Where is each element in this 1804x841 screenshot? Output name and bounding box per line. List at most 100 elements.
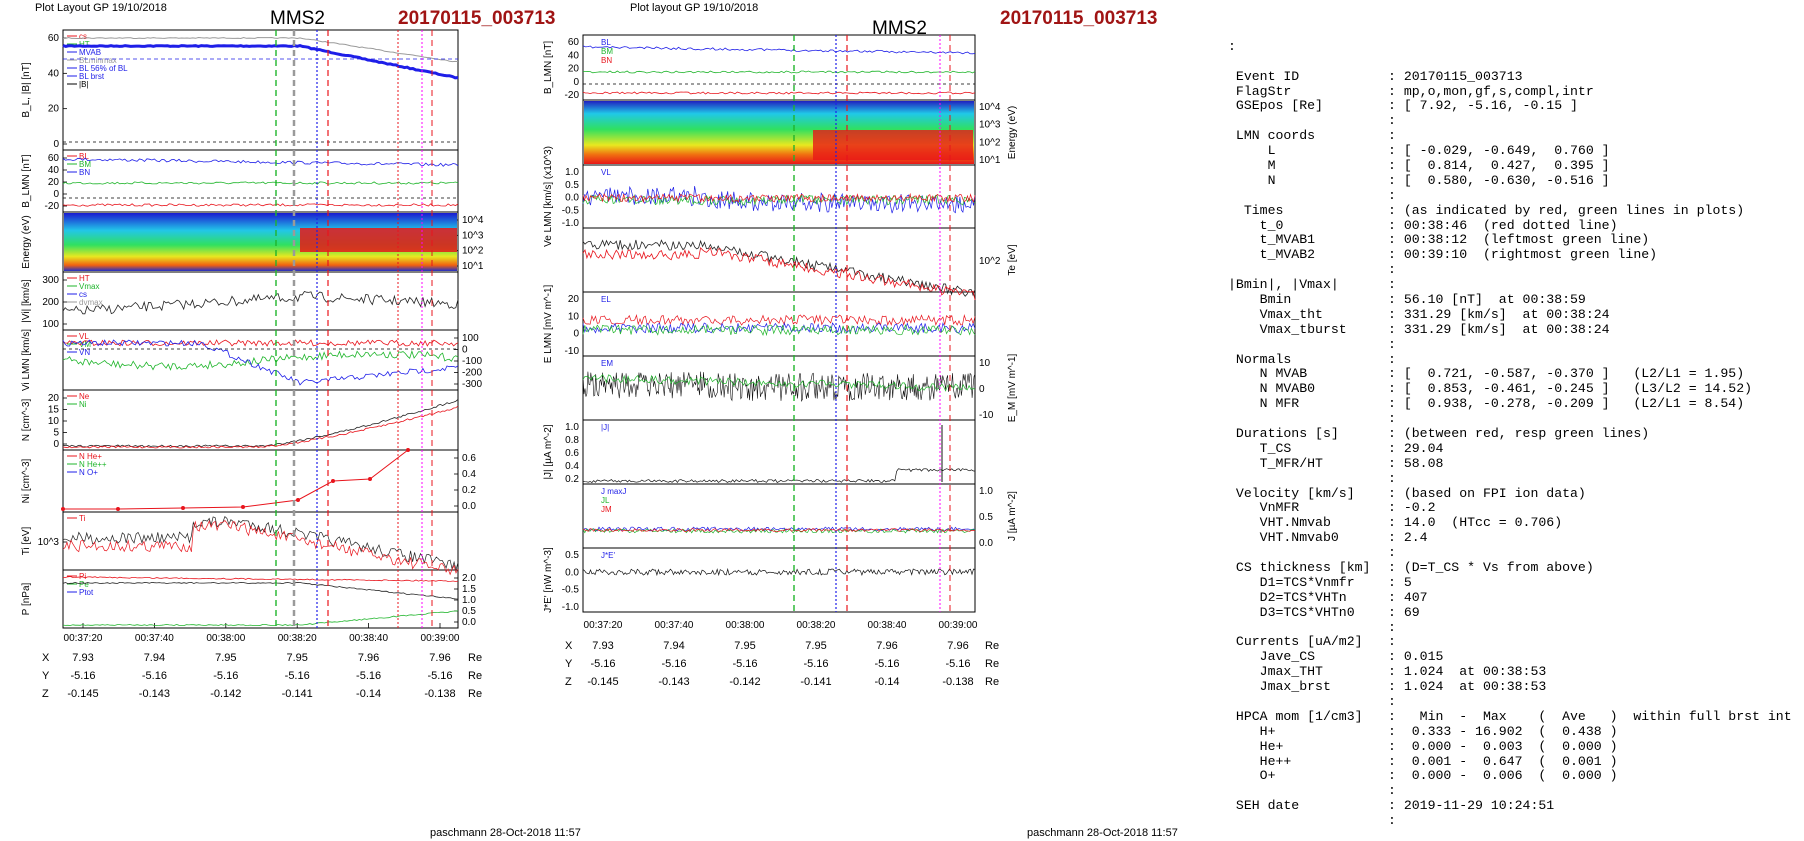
position-unit: Re [985,640,999,652]
y-tick-label: 0.5 [565,550,579,561]
position-value: 7.94 [663,640,684,652]
ti-line [582,246,976,301]
info-row: LMN coords: [1228,128,1792,144]
bm-comp-line [62,181,459,185]
x-tick-label: 00:37:20 [64,633,103,644]
x-tick-label: 00:38:20 [278,633,317,644]
x-tick-label: 00:37:40 [655,620,694,631]
y-tick-label: 10^3 [462,230,484,241]
panel-frame [582,483,976,549]
position-value: -5.16 [142,670,167,682]
x-tick-label: 00:38:40 [349,633,388,644]
y-tick-label: 100 [42,319,59,330]
info-key: LMN coords [1228,128,1316,144]
position-value: -5.16 [661,658,686,670]
info-key: Currents [uA/m2] [1228,634,1363,650]
info-value: : mp,o,mon,gf,s,compl,intr [1388,83,1594,99]
y-tick-label: 10^3 [38,537,60,548]
legend-label: Pi [79,572,86,581]
legend-label: |J| [601,423,609,432]
position-value: -0.14 [356,688,381,700]
legend-label: HT [79,274,90,283]
info-value: : 00:39:10 (rightmost green line) [1388,247,1658,263]
info-key: |Bmin|, |Vmax| [1228,277,1339,293]
y-tick-label: 10 [568,311,580,322]
info-value: : [1388,634,1396,650]
info-key: D1=TCS*Vnmfr [1228,574,1355,590]
position-unit: Re [985,676,999,688]
x-tick-label: 00:37:20 [584,620,623,631]
y-tick-label: 0.4 [462,469,476,480]
el-line [582,314,976,327]
position-unit: Re [985,658,999,670]
y-tick-label: 0.0 [462,617,476,628]
y-tick-label: 20 [48,104,60,115]
info-value: : [1388,783,1396,799]
info-value: : [ 0.938, -0.278, -0.209 ] (L2/L1 = 8.5… [1388,396,1745,412]
em-green-line [582,374,976,392]
info-key: SEH date [1228,798,1300,814]
y-tick-label: 0.8 [565,435,579,446]
info-value: : [1388,545,1396,561]
legend-label: BL 56% of BL [79,64,128,73]
panel-ylabel: Ni [cm^-3] [21,458,32,503]
panel-frame [582,547,976,613]
info-value: : (as indicated by red, green lines in p… [1388,202,1745,218]
right-spacecraft-label: MMS2 [872,18,927,39]
he2-point [368,477,372,481]
legend-label: MVAB [79,48,101,57]
info-value: : 0.001 - 0.647 ( 0.001 ) [1388,753,1618,769]
info-row: H+: 0.333 - 16.902 ( 0.438 ) [1228,724,1792,740]
position-value: -5.16 [732,658,757,670]
info-key: Bmin [1228,291,1292,307]
y-tick-label: 0 [573,329,579,340]
info-row: Jave_CS: 0.015 [1228,649,1792,665]
y-tick-label: 0.0 [462,501,476,512]
info-key: t_0 [1228,217,1284,233]
bl-comp-line [62,157,459,167]
jn-line [582,528,976,533]
info-value: : 0.015 [1388,649,1444,665]
info-row: : [1228,471,1792,487]
left-plot-title: Plot Layout GP 19/10/2018 [35,2,167,14]
legend-label: |B| [79,80,89,89]
panel-frame [62,29,459,151]
position-value: 7.96 [358,652,379,664]
panel-frame [62,389,459,451]
ptot-line [62,610,459,627]
legend-label: Vmax [79,282,99,291]
info-value: : [1388,113,1396,129]
info-row: He+: 0.000 - 0.003 ( 0.000 ) [1228,738,1792,755]
info-row: VHT.Nmvab0: 2.4 [1228,530,1792,546]
y-tick-label: 1.0 [565,167,579,178]
info-row: T_MFR/HT: 58.08 [1228,456,1792,472]
info-value: : [1388,128,1396,144]
position-value: -0.142 [210,688,241,700]
info-row: Normals: [1228,352,1792,368]
legend-label: EM [601,359,613,368]
info-value: : 0.000 - 0.003 ( 0.000 ) [1388,738,1618,754]
info-value: : [ 7.92, -5.16, -0.15 ] [1388,98,1578,114]
vl-line [62,339,459,347]
info-value: : [1388,187,1396,203]
info-key: N MVAB [1228,366,1308,382]
position-unit: Re [468,652,482,664]
em-black-line [582,371,976,403]
panel-ylabel: Ti [eV] [21,527,32,556]
legend-label: EL [601,295,611,304]
position-value: 7.95 [734,640,755,652]
info-key: HPCA mom [1/cm3] [1228,708,1363,724]
info-value: : -0.2 [1388,500,1436,516]
x-tick-label: 00:38:00 [206,633,245,644]
info-row: : [1228,411,1792,427]
spectrogram-hot-band [813,130,973,160]
info-row: : [1228,545,1792,561]
info-value: : [1388,411,1396,427]
y-tick-label: 0.0 [565,193,579,204]
panel-frame [62,271,459,331]
info-row: He++: 0.001 - 0.647 ( 0.001 ) [1228,753,1792,770]
info-value: : [ 0.580, -0.630, -0.516 ] [1388,172,1610,188]
vi-line [62,291,459,315]
te-line [582,239,976,297]
y-tick-label: 0.6 [565,448,579,459]
